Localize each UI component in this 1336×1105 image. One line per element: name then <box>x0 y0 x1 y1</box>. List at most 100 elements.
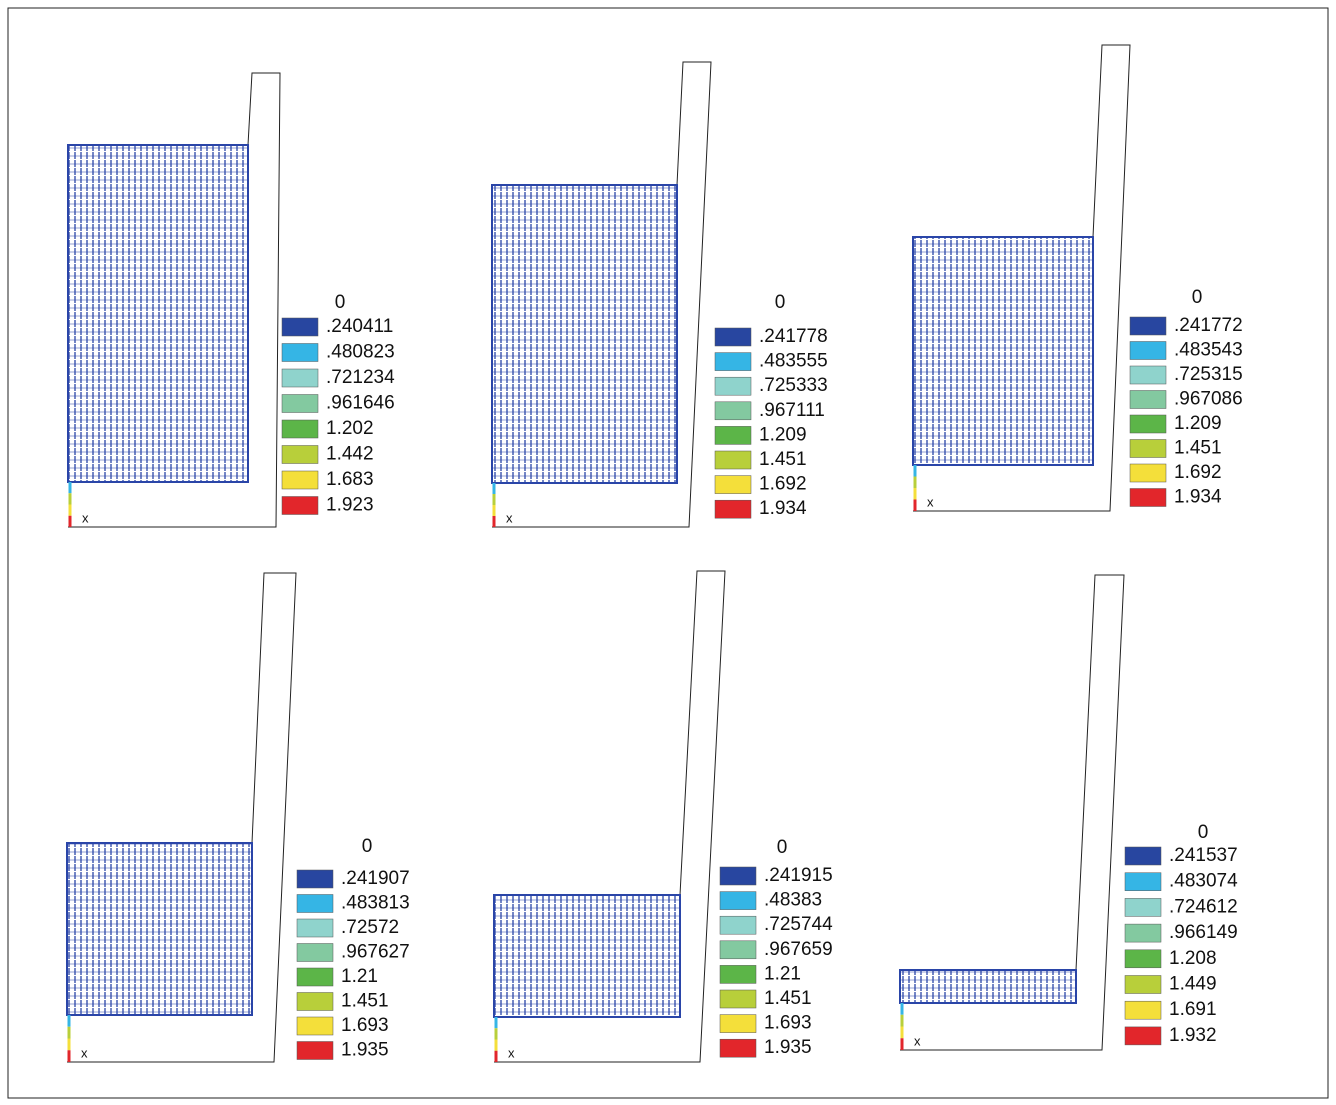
legend-label: 1.451 <box>1174 438 1222 459</box>
legend-swatch <box>714 426 752 445</box>
legend-label: .72572 <box>341 917 399 938</box>
legend-swatch <box>296 918 334 938</box>
legend-label: .721234 <box>326 367 395 388</box>
axis-label: x <box>914 1033 921 1048</box>
legend-swatch <box>1129 390 1167 409</box>
legend-label: .483813 <box>341 893 410 914</box>
legend-swatch <box>1129 414 1167 434</box>
legend-swatch <box>1124 975 1162 994</box>
legend-label: 1.209 <box>1174 413 1222 434</box>
legend-swatch <box>719 866 757 886</box>
axis-label: x <box>81 1045 88 1060</box>
legend-label: 1.451 <box>341 991 389 1012</box>
legend-swatch <box>719 989 757 1009</box>
legend-label: 1.932 <box>1169 1025 1217 1046</box>
legend-label: .967627 <box>341 942 410 963</box>
legend-swatch <box>281 470 319 490</box>
legend-zero: 0 <box>1192 287 1203 308</box>
legend-swatch <box>1129 316 1167 336</box>
legend-label: 1.923 <box>326 495 374 516</box>
legend-swatch <box>281 394 319 413</box>
axis-label: x <box>82 510 89 525</box>
legend-label: 1.449 <box>1169 974 1217 995</box>
legend-label: .241915 <box>764 865 833 886</box>
legend-label: .967659 <box>764 939 833 960</box>
legend-label: .483074 <box>1169 871 1238 892</box>
legend-label: .241772 <box>1174 315 1243 336</box>
legend-swatch <box>714 376 752 396</box>
legend-swatch <box>714 450 752 470</box>
legend-swatch <box>1124 923 1162 943</box>
legend-label: 1.691 <box>1169 999 1217 1020</box>
legend-swatch <box>1124 1026 1162 1046</box>
vector-field <box>899 969 1077 1004</box>
legend-swatch <box>719 965 757 984</box>
legend-label: .241537 <box>1169 845 1238 866</box>
legend-label: .966149 <box>1169 922 1238 943</box>
legend-swatch <box>1124 898 1162 917</box>
legend-label: .483543 <box>1174 340 1243 361</box>
legend-swatch <box>719 915 757 935</box>
legend-swatch <box>719 1038 757 1058</box>
legend-label: 1.934 <box>759 498 807 519</box>
legend-swatch <box>1129 365 1167 385</box>
legend-label: 1.21 <box>764 963 801 984</box>
legend-label: 1.693 <box>341 1015 389 1036</box>
legend-swatch <box>719 940 757 960</box>
axis-label: x <box>927 494 934 509</box>
legend-swatch <box>296 1016 334 1036</box>
legend-swatch <box>281 343 319 362</box>
legend-swatch <box>714 475 752 494</box>
legend-label: .241778 <box>759 326 828 347</box>
legend-label: .725315 <box>1174 364 1243 385</box>
vector-field <box>66 842 253 1016</box>
legend-label: 1.935 <box>341 1040 389 1061</box>
legend-label: .48383 <box>764 890 822 911</box>
legend-label: 1.202 <box>326 418 374 439</box>
vector-field <box>67 144 249 483</box>
legend-label: .725744 <box>764 914 833 935</box>
legend-label: .725333 <box>759 375 828 396</box>
legend-swatch <box>296 1041 334 1060</box>
legend-swatch <box>281 445 319 464</box>
legend-swatch <box>719 1014 757 1033</box>
legend-label: 1.934 <box>1174 487 1222 508</box>
legend-label: 1.451 <box>764 988 812 1009</box>
legend-label: 1.935 <box>764 1037 812 1058</box>
frame <box>7 7 1329 1099</box>
legend-swatch <box>296 992 334 1011</box>
legend-zero: 0 <box>335 292 346 313</box>
legend-label: .483555 <box>759 351 828 372</box>
legend-swatch <box>1124 846 1162 866</box>
legend-zero: 0 <box>775 292 786 313</box>
axis-label: x <box>508 1045 515 1060</box>
legend-swatch <box>1124 949 1162 969</box>
legend-swatch <box>296 894 334 913</box>
legend-label: .241907 <box>341 868 410 889</box>
legend-swatch <box>719 891 757 910</box>
legend-label: 1.442 <box>326 444 374 465</box>
legend-zero: 0 <box>777 837 788 858</box>
legend-swatch <box>281 419 319 439</box>
legend-swatch <box>1129 341 1167 360</box>
legend-label: .480823 <box>326 342 395 363</box>
legend-label: 1.451 <box>759 449 807 470</box>
legend-swatch <box>281 368 319 388</box>
legend-swatch <box>1124 872 1162 891</box>
legend-label: 1.209 <box>759 424 807 445</box>
vector-field <box>491 184 678 484</box>
legend-label: .961646 <box>326 393 395 414</box>
legend-swatch <box>296 869 334 889</box>
legend-swatch <box>1129 488 1167 507</box>
legend-label: 1.692 <box>1174 462 1222 483</box>
legend-label: 1.208 <box>1169 948 1217 969</box>
legend-swatch <box>296 943 334 962</box>
legend-label: 1.683 <box>326 469 374 490</box>
legend-label: 1.21 <box>341 966 378 987</box>
legend-label: .967111 <box>759 400 825 421</box>
legend-swatch <box>296 967 334 987</box>
legend-swatch <box>714 352 752 371</box>
legend-label: .240411 <box>326 316 393 337</box>
legend-swatch <box>281 496 319 515</box>
